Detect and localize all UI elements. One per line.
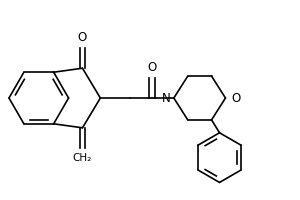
- Text: O: O: [231, 92, 241, 105]
- Text: N: N: [162, 92, 171, 105]
- Text: O: O: [78, 31, 87, 44]
- Text: CH₂: CH₂: [73, 153, 92, 163]
- Text: O: O: [147, 61, 157, 74]
